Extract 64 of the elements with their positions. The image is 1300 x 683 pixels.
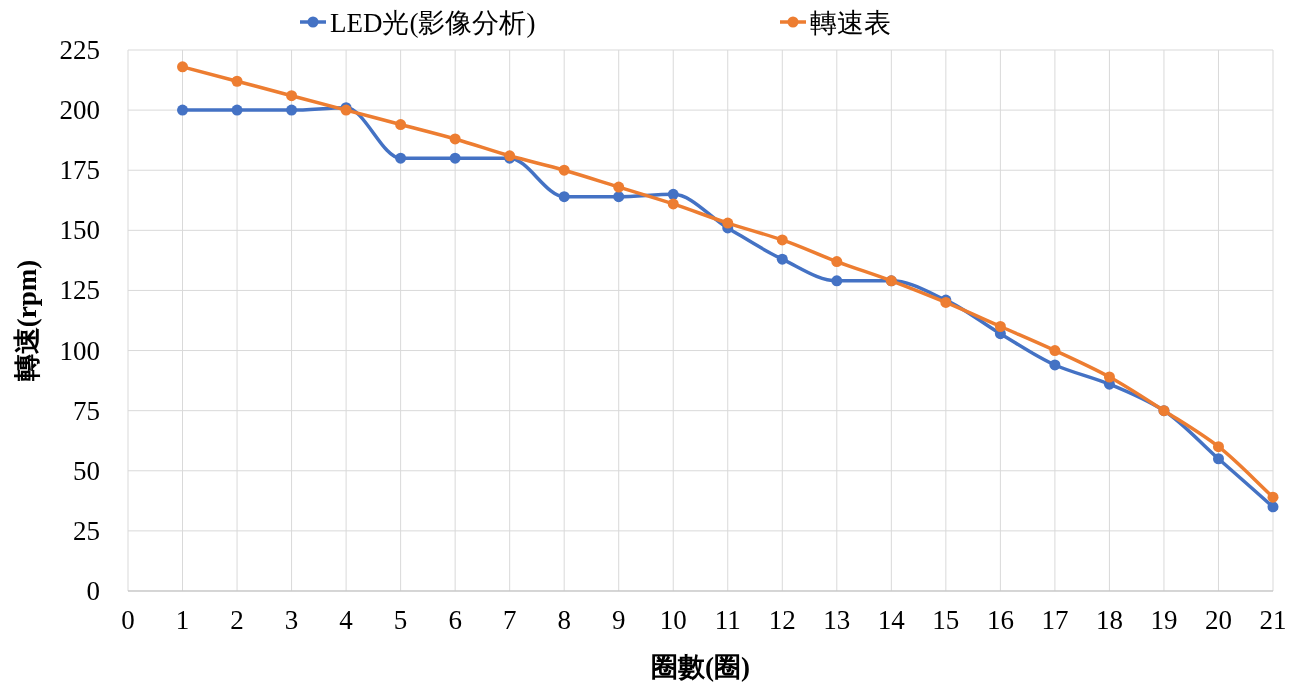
x-tick-label: 15 [932,605,960,635]
x-tick-label: 4 [339,605,354,635]
x-tick-label: 5 [393,605,408,635]
point [395,119,407,131]
x-tick-label: 8 [557,605,571,635]
x-tick-label: 2 [230,605,244,635]
x-tick-label: 16 [986,605,1014,635]
point [1267,491,1279,503]
point [667,198,679,210]
point [722,217,734,229]
x-tick-label: 10 [659,605,687,635]
point [831,256,843,268]
point [286,104,298,116]
x-tick-label: 3 [284,605,299,635]
y-tick-label: 75 [73,395,100,426]
y-tick-label: 175 [59,155,100,186]
y-axis-title: 轉速(rpm) [12,259,42,383]
y-tick-label: 225 [59,35,100,65]
x-tick-label: 0 [121,605,135,635]
x-tick-label: 9 [611,605,626,635]
point [558,191,570,203]
y-tick-label: 200 [59,95,100,126]
x-axis-title: 圈數(圈) [651,652,750,682]
point [231,104,243,116]
point [1049,359,1061,371]
x-tick-label: 12 [768,605,796,635]
x-tick-label: 6 [448,605,462,635]
point [449,152,461,164]
x-tick-label: 11 [714,605,741,635]
point [231,75,243,87]
point [667,188,679,200]
x-tick-label: 14 [877,605,906,635]
point [613,181,625,193]
point [449,133,461,145]
y-tick-label: 50 [73,455,100,486]
point [395,152,407,164]
x-tick-label: 21 [1259,605,1287,635]
point [994,321,1006,333]
point [286,90,298,102]
x-tick-label: 17 [1041,605,1069,635]
legend-label: LED光(影像分析) [330,8,536,38]
point [776,234,788,246]
legend-label: 轉速表 [810,8,891,38]
x-tick-label: 18 [1095,605,1123,635]
y-tick-label: 150 [59,215,100,246]
point [558,164,570,176]
point [177,104,189,116]
y-tick-label: 125 [59,275,100,306]
point [1103,371,1115,383]
x-tick-label: 7 [502,605,517,635]
point [1049,345,1061,357]
x-tick-label: 13 [823,605,851,635]
point [613,191,625,203]
point [1212,441,1224,453]
x-tick-label: 19 [1150,605,1178,635]
point [1212,453,1224,465]
y-tick-label: 100 [59,335,100,366]
point [776,253,788,265]
y-tick-label: 25 [73,515,100,546]
point [177,61,189,73]
point [831,275,843,287]
x-tick-label: 1 [175,605,190,635]
y-tick-label: 0 [86,576,100,606]
x-tick-label: 20 [1204,605,1232,635]
